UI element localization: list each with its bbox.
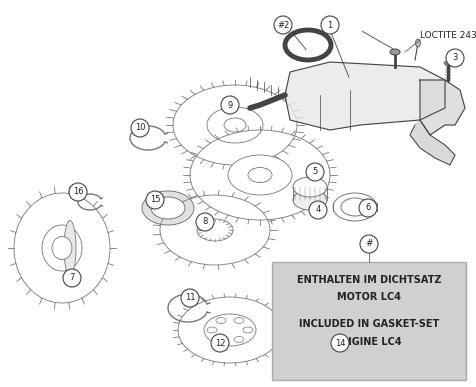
Ellipse shape (207, 107, 263, 143)
Text: 10: 10 (135, 123, 145, 132)
Text: ENTHALTEN IM DICHTSATZ: ENTHALTEN IM DICHTSATZ (297, 275, 441, 285)
Circle shape (221, 96, 239, 114)
Ellipse shape (234, 337, 244, 342)
Circle shape (359, 199, 377, 217)
Polygon shape (420, 80, 465, 135)
Ellipse shape (216, 337, 226, 342)
Ellipse shape (207, 327, 217, 333)
Circle shape (69, 183, 87, 201)
Ellipse shape (142, 191, 194, 225)
Ellipse shape (390, 49, 400, 55)
Ellipse shape (315, 322, 355, 348)
Ellipse shape (64, 221, 76, 276)
Text: #: # (365, 240, 373, 248)
Text: 3: 3 (452, 53, 458, 62)
Ellipse shape (234, 317, 244, 324)
Text: 12: 12 (215, 339, 225, 348)
Text: INCLUDED IN GASKET-SET: INCLUDED IN GASKET-SET (299, 319, 439, 329)
Ellipse shape (216, 317, 226, 324)
Ellipse shape (204, 314, 256, 346)
Ellipse shape (52, 236, 72, 260)
Text: 14: 14 (335, 339, 345, 348)
Ellipse shape (42, 225, 82, 271)
Polygon shape (285, 62, 445, 130)
Circle shape (321, 16, 339, 34)
Text: 9: 9 (228, 101, 233, 110)
Circle shape (360, 235, 378, 253)
Circle shape (146, 191, 164, 209)
Text: 7: 7 (69, 274, 75, 283)
Circle shape (131, 119, 149, 137)
Ellipse shape (293, 190, 327, 210)
Ellipse shape (243, 327, 253, 333)
Text: 11: 11 (185, 293, 195, 303)
Text: LOCTITE 243: LOCTITE 243 (420, 31, 476, 39)
Ellipse shape (416, 39, 420, 47)
Ellipse shape (341, 198, 369, 216)
Circle shape (63, 269, 81, 287)
Ellipse shape (444, 61, 452, 65)
Text: 5: 5 (312, 168, 317, 176)
Text: 4: 4 (316, 205, 321, 214)
Text: 15: 15 (150, 195, 160, 204)
Text: ENGINE LC4: ENGINE LC4 (337, 337, 401, 347)
Circle shape (274, 16, 292, 34)
Circle shape (331, 334, 349, 352)
Circle shape (309, 201, 327, 219)
Ellipse shape (228, 155, 292, 195)
FancyBboxPatch shape (272, 262, 466, 380)
Ellipse shape (293, 177, 327, 197)
Ellipse shape (333, 193, 377, 221)
Circle shape (196, 213, 214, 231)
Circle shape (306, 163, 324, 181)
Text: MOTOR LC4: MOTOR LC4 (337, 292, 401, 302)
Circle shape (211, 334, 229, 352)
Text: 8: 8 (202, 217, 208, 226)
Ellipse shape (197, 219, 233, 241)
Text: #2: #2 (277, 21, 289, 29)
Circle shape (446, 49, 464, 67)
Ellipse shape (151, 197, 185, 219)
Text: 16: 16 (73, 187, 83, 197)
Ellipse shape (322, 327, 348, 343)
Text: 6: 6 (365, 204, 371, 212)
Circle shape (181, 289, 199, 307)
Polygon shape (410, 120, 455, 165)
Text: 1: 1 (327, 21, 333, 29)
